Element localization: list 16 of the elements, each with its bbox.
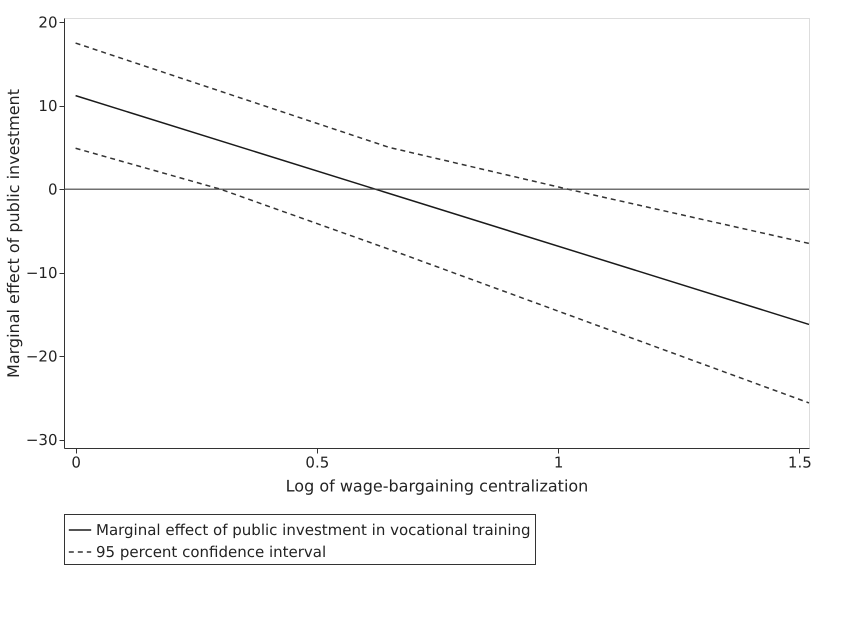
y-tick-label: 0	[48, 180, 58, 199]
legend-label: 95 percent confidence interval	[96, 543, 326, 561]
line-series	[74, 42, 810, 244]
y-tick-label: 10	[38, 97, 58, 116]
y-axis-title: Marginal effect of public investment	[4, 89, 23, 378]
y-tick-label: −10	[26, 264, 58, 282]
x-tick-label: 0	[71, 454, 81, 472]
x-tick-label: 1	[554, 454, 564, 472]
x-tick-label: 1.5	[788, 454, 812, 472]
y-tick-label: 20	[38, 14, 58, 32]
line-series	[74, 148, 810, 404]
y-tick-label: −20	[26, 348, 58, 366]
y-tick-label: −30	[26, 431, 58, 450]
legend-label: Marginal effect of public investment in vocational training	[96, 521, 531, 539]
x-axis-title: Log of wage-bargaining centralization	[286, 476, 588, 496]
x-tick-label: 0.5	[305, 454, 330, 472]
